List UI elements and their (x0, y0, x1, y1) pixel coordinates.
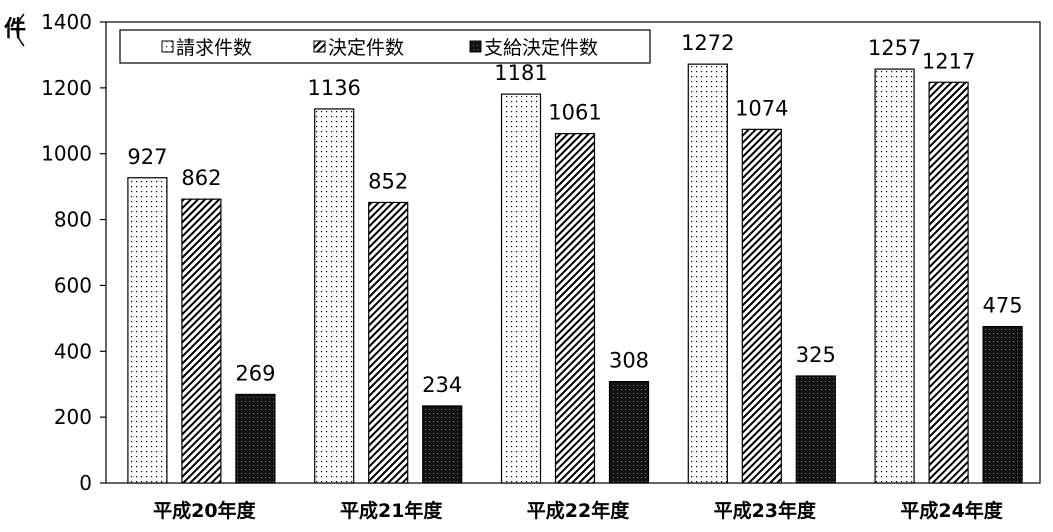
x-category-label: 平成24年度 (900, 499, 1003, 522)
bar (687, 63, 728, 484)
bar (795, 375, 836, 484)
bar (314, 108, 355, 484)
bar (235, 393, 276, 484)
legend-label: 請求件数 (176, 37, 252, 59)
bar (500, 93, 542, 484)
data-label: 927 (127, 145, 167, 169)
legend-box (119, 29, 651, 64)
y-tick-label: 400 (54, 339, 92, 363)
y-tick-label: 1200 (41, 76, 92, 100)
data-label: 1257 (868, 36, 921, 60)
x-category-label: 平成23年度 (714, 499, 817, 522)
bar (982, 325, 1023, 484)
y-tick-label: 1000 (41, 142, 92, 166)
data-label: 862 (181, 166, 221, 190)
legend-label: 決定件数 (328, 37, 404, 59)
data-label: 234 (422, 373, 462, 397)
legend-swatch (313, 40, 326, 53)
legend-swatch (161, 40, 174, 53)
bar (368, 201, 409, 484)
y-tick-label: 200 (54, 405, 92, 429)
bar (127, 177, 168, 484)
data-label: 325 (796, 343, 836, 367)
data-label: 1061 (548, 101, 601, 125)
bar (554, 133, 596, 484)
x-category-label: 平成22年度 (527, 499, 630, 522)
data-label: 475 (983, 294, 1023, 318)
bar (928, 81, 969, 484)
y-tick-label: 1400 (41, 10, 92, 34)
y-axis-unit-label: 件 (4, 13, 26, 47)
bar (874, 68, 915, 484)
bar (181, 198, 222, 484)
y-tick-label: 800 (54, 208, 92, 232)
x-category-label: 平成21年度 (340, 499, 443, 522)
data-label: 308 (609, 349, 649, 373)
bar (608, 380, 650, 484)
data-label: 1217 (922, 49, 975, 73)
data-label: 1074 (735, 96, 788, 120)
y-tick-label: 600 (54, 273, 92, 297)
data-label: 1181 (494, 61, 547, 85)
bar (741, 128, 782, 484)
y-axis-unit: 件 (4, 17, 26, 42)
bar (422, 405, 463, 484)
data-label: 269 (235, 361, 275, 385)
data-label: 852 (368, 169, 408, 193)
legend-label: 支給決定件数 (484, 37, 598, 59)
legend-swatch (469, 40, 482, 53)
data-label: 1136 (307, 76, 360, 100)
data-label: 1272 (681, 31, 734, 55)
y-tick-label: 0 (79, 471, 92, 495)
x-category-label: 平成20年度 (153, 499, 256, 522)
